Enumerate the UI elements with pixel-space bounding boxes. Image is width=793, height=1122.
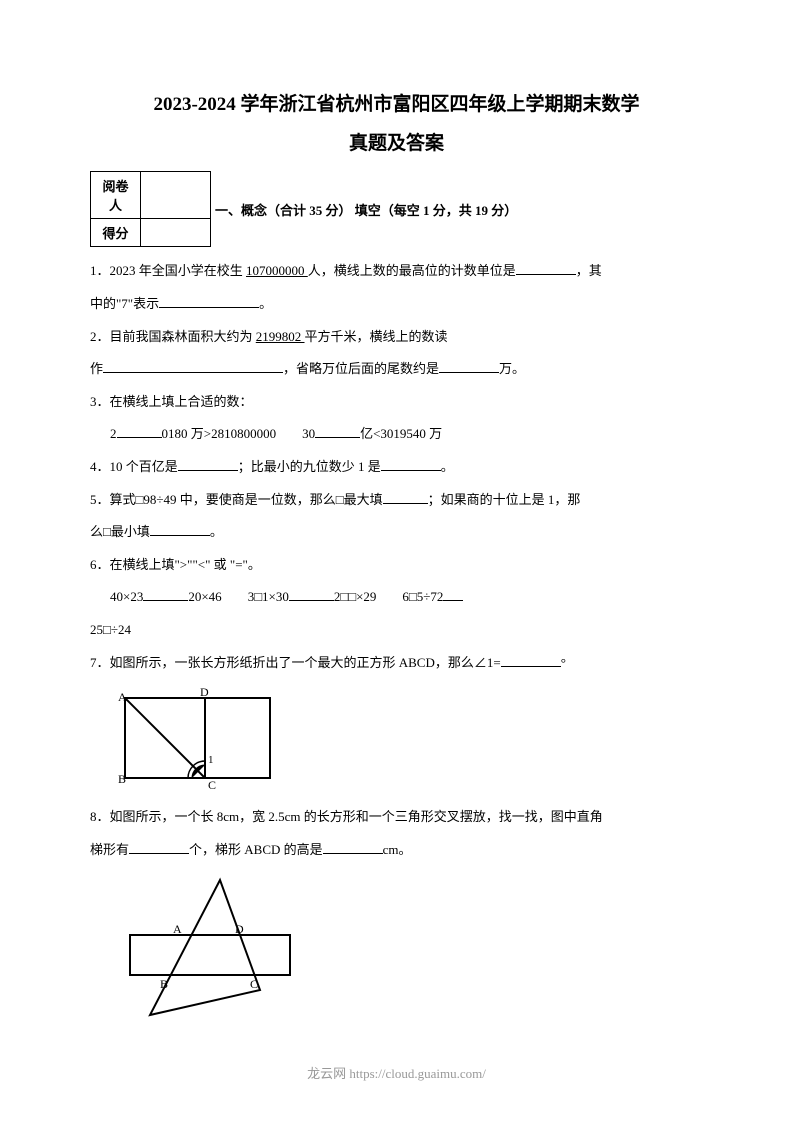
question-2-line2: 作 ，省略万位后面的尾数约是 万。 xyxy=(90,355,703,384)
q7-label-d: D xyxy=(200,685,209,699)
figure-q8-svg: A D B C xyxy=(110,870,310,1030)
q2-mid2: ，省略万位后面的尾数约是 xyxy=(283,361,439,376)
q8-line2-prefix: 梯形有 xyxy=(90,842,129,857)
q6-line3: 25□÷24 xyxy=(90,622,131,637)
q2-mid: 平方千米，横线上的数读 xyxy=(305,329,448,344)
q5-prefix: 5．算式□98÷49 中，要使商是一位数，那么□最大填 xyxy=(90,492,383,507)
section1-heading: 一、概念（合计 35 分） 填空（每空 1 分，共 19 分） xyxy=(215,200,517,219)
q6-blank3 xyxy=(443,587,463,601)
q8-label-c: C xyxy=(250,977,258,991)
q7-label-c: C xyxy=(208,778,216,792)
score-table: 阅卷人 得分 xyxy=(90,171,211,247)
q8-suffix: cm。 xyxy=(383,842,412,857)
q3-blank2 xyxy=(315,424,360,438)
figure-q7-svg: A D B C 1 xyxy=(110,683,280,793)
q6-2e: 6□5÷72 xyxy=(402,589,443,604)
q8-prefix: 8．如图所示，一个长 8cm，宽 2.5cm 的长方形和一个三角形交叉摆放，找一… xyxy=(90,809,603,824)
q6-blank1 xyxy=(143,587,188,601)
footer: 龙云网 https://cloud.guaimu.com/ xyxy=(0,1063,793,1082)
q6-2c: 3□1×30 xyxy=(248,589,289,604)
figure-q8: A D B C xyxy=(110,870,703,1030)
question-8-line2: 梯形有 个，梯形 ABCD 的高是 cm。 xyxy=(90,836,703,865)
q3-blank1 xyxy=(117,424,162,438)
q3-2c: 30 xyxy=(302,426,315,441)
figure-q7: A D B C 1 xyxy=(110,683,703,793)
q1-line2-prefix: 中的"7"表示 xyxy=(90,296,159,311)
q8-label-a: A xyxy=(173,922,182,936)
q8-blank1 xyxy=(129,840,189,854)
q5-suffix: 。 xyxy=(210,524,223,539)
q4-mid: ；比最小的九位数少 1 是 xyxy=(238,459,381,474)
q2-suffix: 万。 xyxy=(499,361,525,376)
q8-label-d: D xyxy=(235,922,244,936)
q1-blank1 xyxy=(516,261,576,275)
q4-prefix: 4．10 个百亿是 xyxy=(90,459,178,474)
score-label: 得分 xyxy=(91,219,141,247)
q7-suffix: ° xyxy=(561,655,566,670)
q1-blank2 xyxy=(159,294,259,308)
question-2: 2．目前我国森林面积大约为 2199802 平方千米，横线上的数读 xyxy=(90,323,703,352)
q1-underlined: 107000000 xyxy=(246,263,308,278)
q1-prefix: 1．2023 年全国小学在校生 xyxy=(90,263,246,278)
q6-2a: 40×23 xyxy=(110,589,143,604)
q6-blank2 xyxy=(289,587,334,601)
q2-blank1 xyxy=(103,359,283,373)
q3-2b: 0180 万>2810800000 xyxy=(162,426,277,441)
q6-2b: 20×46 xyxy=(188,589,221,604)
q8-blank2 xyxy=(323,840,383,854)
title-line1: 2023-2024 学年浙江省杭州市富阳区四年级上学期期末数学 xyxy=(90,90,703,120)
q6-2d: 2□□×29 xyxy=(334,589,377,604)
question-4: 4．10 个百亿是 ；比最小的九位数少 1 是 。 xyxy=(90,453,703,482)
q4-suffix: 。 xyxy=(441,459,454,474)
q7-label-1: 1 xyxy=(208,754,214,766)
q2-underlined: 2199802 xyxy=(256,329,305,344)
q1-mid: 人，横线上数的最高位的计数单位是 xyxy=(308,263,516,278)
q7-blank1 xyxy=(501,653,561,667)
q5-mid: ；如果商的十位上是 1，那 xyxy=(428,492,581,507)
score-value xyxy=(141,219,211,247)
q5-line2-prefix: 么□最小填 xyxy=(90,524,150,539)
q2-line2-prefix: 作 xyxy=(90,361,103,376)
q8-label-b: B xyxy=(160,977,168,991)
q2-prefix: 2．目前我国森林面积大约为 xyxy=(90,329,256,344)
q8-mid: 个，梯形 ABCD 的高是 xyxy=(189,842,323,857)
question-5-line2: 么□最小填 。 xyxy=(90,518,703,547)
question-8: 8．如图所示，一个长 8cm，宽 2.5cm 的长方形和一个三角形交叉摆放，找一… xyxy=(90,803,703,832)
question-6-line2: 40×23 20×46 3□1×30 2□□×29 6□5÷72 xyxy=(90,583,703,612)
q4-blank1 xyxy=(178,457,238,471)
question-6: 6．在横线上填">""<" 或 "="。 xyxy=(90,551,703,580)
title-line2: 真题及答案 xyxy=(90,128,703,155)
q2-blank2 xyxy=(439,359,499,373)
q3-prefix: 3．在横线上填上合适的数： xyxy=(90,394,253,409)
question-3: 3．在横线上填上合适的数： xyxy=(90,388,703,417)
reviewer-label: 阅卷人 xyxy=(91,172,141,219)
reviewer-value xyxy=(141,172,211,219)
question-1-line2: 中的"7"表示 。 xyxy=(90,290,703,319)
q7-label-b: B xyxy=(118,772,126,786)
q7-prefix: 7．如图所示，一张长方形纸折出了一个最大的正方形 ABCD，那么∠1= xyxy=(90,655,501,670)
q1-mid2: ，其 xyxy=(576,263,602,278)
q7-label-a: A xyxy=(118,690,127,704)
question-6-line3: 25□÷24 xyxy=(90,616,703,645)
question-7: 7．如图所示，一张长方形纸折出了一个最大的正方形 ABCD，那么∠1= ° xyxy=(90,649,703,678)
q3-2d: 亿<3019540 万 xyxy=(360,426,442,441)
question-5: 5．算式□98÷49 中，要使商是一位数，那么□最大填 ；如果商的十位上是 1，那 xyxy=(90,486,703,515)
q1-suffix: 。 xyxy=(259,296,272,311)
score-section: 阅卷人 得分 一、概念（合计 35 分） 填空（每空 1 分，共 19 分） xyxy=(90,171,703,247)
question-1: 1．2023 年全国小学在校生 107000000 人，横线上数的最高位的计数单… xyxy=(90,257,703,286)
question-3-line2: 20180 万>2810800000 30亿<3019540 万 xyxy=(90,420,703,449)
q6-prefix: 6．在横线上填">""<" 或 "="。 xyxy=(90,557,261,572)
q5-blank1 xyxy=(383,490,428,504)
q4-blank2 xyxy=(381,457,441,471)
q5-blank2 xyxy=(150,522,210,536)
